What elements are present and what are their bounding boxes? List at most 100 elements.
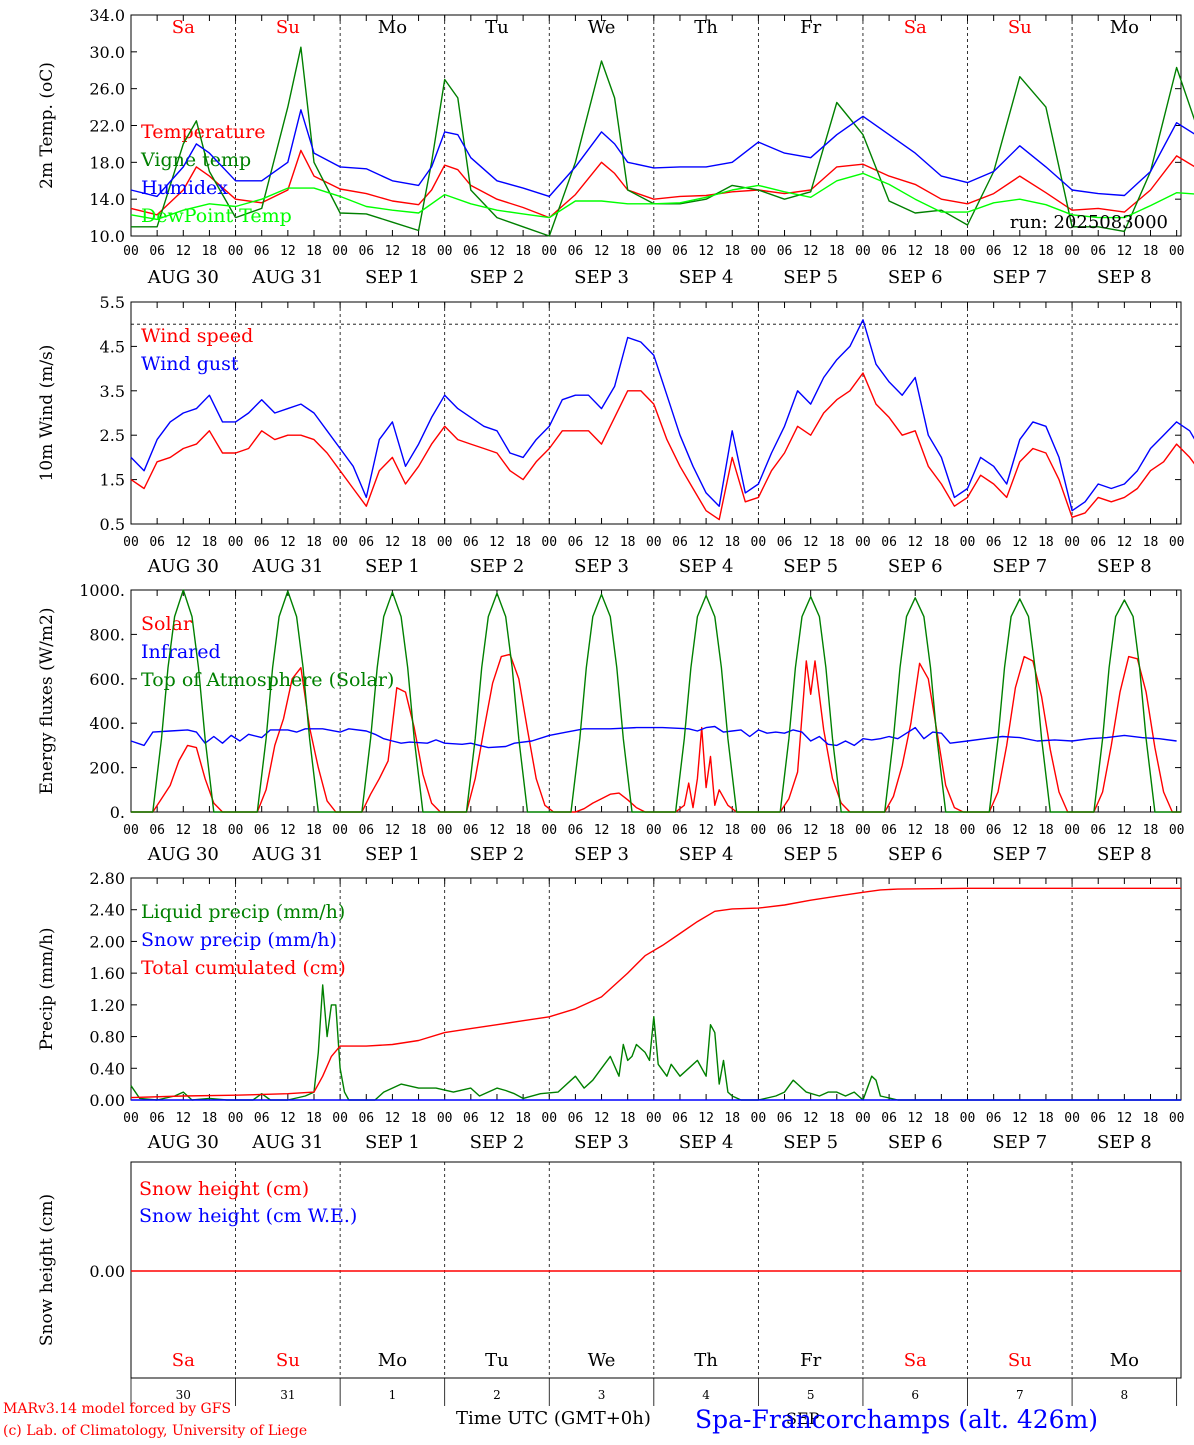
x-tick-label: 06 <box>358 1111 374 1126</box>
x-tick-label: 12 <box>489 244 505 259</box>
x-tick-label: 12 <box>385 1111 401 1126</box>
x-tick-label: 18 <box>202 535 218 550</box>
y-tick-label: 4.5 <box>100 337 125 356</box>
x-tick-label: 00 <box>332 823 348 838</box>
date-label: SEP 5 <box>783 267 838 288</box>
x-tick-label: 12 <box>489 823 505 838</box>
x-tick-label: 06 <box>881 535 897 550</box>
day-number-label: 4 <box>702 1388 710 1402</box>
y-tick-label: 0.40 <box>89 1059 125 1078</box>
x-tick-label: 12 <box>175 1111 191 1126</box>
date-label: AUG 31 <box>251 267 323 288</box>
day-number-label: 1 <box>389 1388 397 1402</box>
x-tick-label: 06 <box>568 1111 584 1126</box>
y-tick-label: 0. <box>110 803 125 822</box>
x-tick-label: 12 <box>280 535 296 550</box>
series-line-infrared <box>130 725 1177 749</box>
y-axis-label: 2m Temp. (oC) <box>37 62 57 189</box>
day-number-label: 30 <box>176 1388 191 1402</box>
y-tick-label: 22.0 <box>89 117 125 136</box>
x-tick-label: 18 <box>202 1111 218 1126</box>
x-tick-label: 06 <box>777 535 793 550</box>
x-tick-label: 18 <box>411 244 427 259</box>
x-tick-label: 18 <box>515 244 531 259</box>
plot-frame <box>130 14 1182 237</box>
x-tick-label: 18 <box>411 823 427 838</box>
y-tick-label: 14.0 <box>89 190 125 209</box>
x-tick-label: 00 <box>1064 823 1080 838</box>
station-name: Spa-Francorchamps (alt. 426m) <box>695 1405 1098 1434</box>
x-tick-label: 18 <box>1143 1111 1159 1126</box>
x-tick-label: 06 <box>1090 244 1106 259</box>
date-label: SEP 7 <box>992 267 1047 288</box>
x-tick-label: 12 <box>280 244 296 259</box>
x-tick-label: 12 <box>907 1111 923 1126</box>
y-tick-label: 2.5 <box>100 426 125 445</box>
x-tick-label: 00 <box>1064 244 1080 259</box>
x-tick-label: 12 <box>385 823 401 838</box>
x-tick-label: 06 <box>463 1111 479 1126</box>
x-tick-label: 00 <box>855 535 871 550</box>
series-line-total-cumulated-cm- <box>130 887 1181 1099</box>
x-tick-label: 06 <box>986 244 1002 259</box>
x-tick-label: 00 <box>332 1111 348 1126</box>
x-tick-label: 06 <box>568 823 584 838</box>
x-tick-label: 18 <box>934 244 950 259</box>
y-tick-label: 1000. <box>79 581 125 600</box>
x-tick-label: 00 <box>541 244 557 259</box>
x-tick-label: 18 <box>829 535 845 550</box>
x-tick-label: 12 <box>175 535 191 550</box>
date-label: AUG 30 <box>147 844 219 865</box>
legend-entry: Solar <box>141 613 193 635</box>
date-label: SEP 5 <box>783 556 838 577</box>
x-tick-label: 06 <box>672 535 688 550</box>
x-tick-label: 18 <box>934 823 950 838</box>
y-tick-label: 3.5 <box>100 382 125 401</box>
x-tick-label: 18 <box>620 823 636 838</box>
y-tick-label: 0.00 <box>89 1091 125 1110</box>
footer: MARv3.14 model forced by GFS (c) Lab. of… <box>3 1401 1098 1439</box>
x-tick-label: 06 <box>254 823 270 838</box>
x-tick-label: 18 <box>515 823 531 838</box>
x-tick-label: 18 <box>620 535 636 550</box>
weekday-label: Sa <box>172 1350 195 1371</box>
x-tick-label: 18 <box>306 823 322 838</box>
y-tick-label: 0.00 <box>89 1262 125 1281</box>
x-tick-label: 00 <box>228 823 244 838</box>
weekday-label: Tu <box>485 17 509 38</box>
x-tick-label: 00 <box>751 244 767 259</box>
x-tick-label: 00 <box>646 1111 662 1126</box>
x-tick-label: 18 <box>724 823 740 838</box>
model-credit: MARv3.14 model forced by GFS <box>3 1401 231 1417</box>
x-tick-label: 00 <box>1169 535 1185 550</box>
x-tick-label: 18 <box>829 1111 845 1126</box>
x-tick-label: 06 <box>568 244 584 259</box>
date-label: AUG 30 <box>147 267 219 288</box>
date-label: SEP 8 <box>1097 556 1152 577</box>
date-label: SEP 6 <box>888 556 943 577</box>
x-tick-label: 06 <box>672 244 688 259</box>
date-label: SEP 7 <box>992 844 1047 865</box>
date-label: SEP 1 <box>365 267 420 288</box>
date-label: SEP 2 <box>470 267 525 288</box>
x-tick-label: 00 <box>541 535 557 550</box>
x-tick-label: 12 <box>907 535 923 550</box>
x-tick-label: 00 <box>437 535 453 550</box>
date-label: SEP 5 <box>783 844 838 865</box>
date-label: SEP 2 <box>470 844 525 865</box>
y-tick-label: 0.5 <box>100 515 125 534</box>
x-tick-label: 18 <box>724 1111 740 1126</box>
x-tick-label: 00 <box>1169 244 1185 259</box>
x-tick-label: 12 <box>1117 823 1133 838</box>
date-label: SEP 7 <box>992 556 1047 577</box>
x-tick-label: 00 <box>228 1111 244 1126</box>
weekday-label: Tu <box>485 1350 509 1371</box>
x-tick-label: 18 <box>515 1111 531 1126</box>
plot-frame <box>130 301 1182 525</box>
date-label: SEP 8 <box>1097 844 1152 865</box>
series-line-wind-speed <box>130 372 1194 521</box>
x-tick-label: 06 <box>881 244 897 259</box>
series-line-dewpoint-temp <box>130 172 1194 221</box>
panel-4: 0.00 0.40 0.80 1.20 1.60 2.00 2.40 2.80 Precip (… <box>37 869 1184 1153</box>
